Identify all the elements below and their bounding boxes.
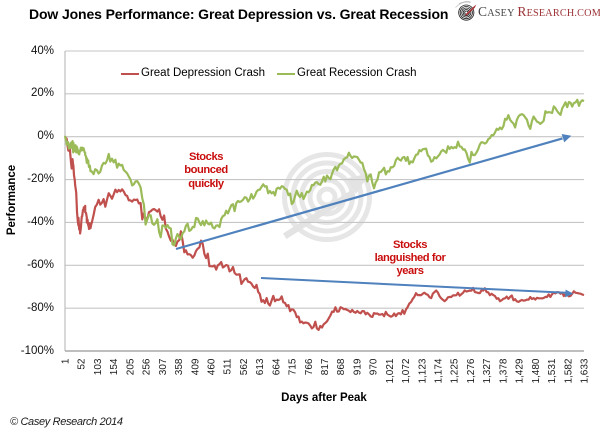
svg-text:1: 1: [61, 358, 72, 364]
svg-text:664: 664: [271, 358, 282, 375]
svg-text:817: 817: [320, 358, 331, 375]
svg-text:1,327: 1,327: [482, 358, 493, 383]
svg-text:1,429: 1,429: [515, 358, 526, 383]
svg-text:970: 970: [369, 358, 380, 375]
svg-text:1,633: 1,633: [580, 358, 591, 383]
svg-text:103: 103: [93, 358, 104, 375]
svg-text:52: 52: [77, 358, 88, 370]
svg-text:562: 562: [239, 358, 250, 375]
svg-text:511: 511: [223, 358, 234, 374]
svg-text:766: 766: [304, 358, 315, 375]
svg-text:868: 868: [336, 358, 347, 375]
svg-text:1,378: 1,378: [498, 358, 509, 383]
svg-text:1,072: 1,072: [401, 358, 412, 383]
svg-text:919: 919: [352, 358, 363, 375]
svg-text:1,531: 1,531: [547, 358, 558, 383]
svg-text:358: 358: [174, 358, 185, 375]
svg-text:1,480: 1,480: [531, 358, 542, 383]
svg-text:460: 460: [207, 358, 218, 375]
svg-text:1,276: 1,276: [466, 358, 477, 383]
svg-text:1,582: 1,582: [563, 358, 574, 383]
svg-text:1,021: 1,021: [385, 358, 396, 383]
svg-text:1,174: 1,174: [434, 358, 445, 383]
svg-text:1,225: 1,225: [450, 358, 461, 383]
svg-text:715: 715: [288, 358, 299, 375]
svg-text:409: 409: [190, 358, 201, 375]
svg-text:1,123: 1,123: [417, 358, 428, 383]
svg-text:154: 154: [109, 358, 120, 375]
svg-text:256: 256: [142, 358, 153, 375]
svg-text:205: 205: [125, 358, 136, 375]
svg-text:307: 307: [158, 358, 169, 375]
svg-text:613: 613: [255, 358, 266, 375]
